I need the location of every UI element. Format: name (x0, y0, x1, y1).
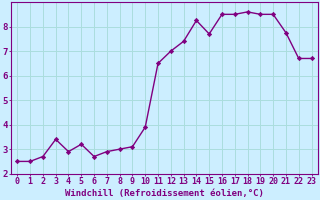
X-axis label: Windchill (Refroidissement éolien,°C): Windchill (Refroidissement éolien,°C) (65, 189, 264, 198)
